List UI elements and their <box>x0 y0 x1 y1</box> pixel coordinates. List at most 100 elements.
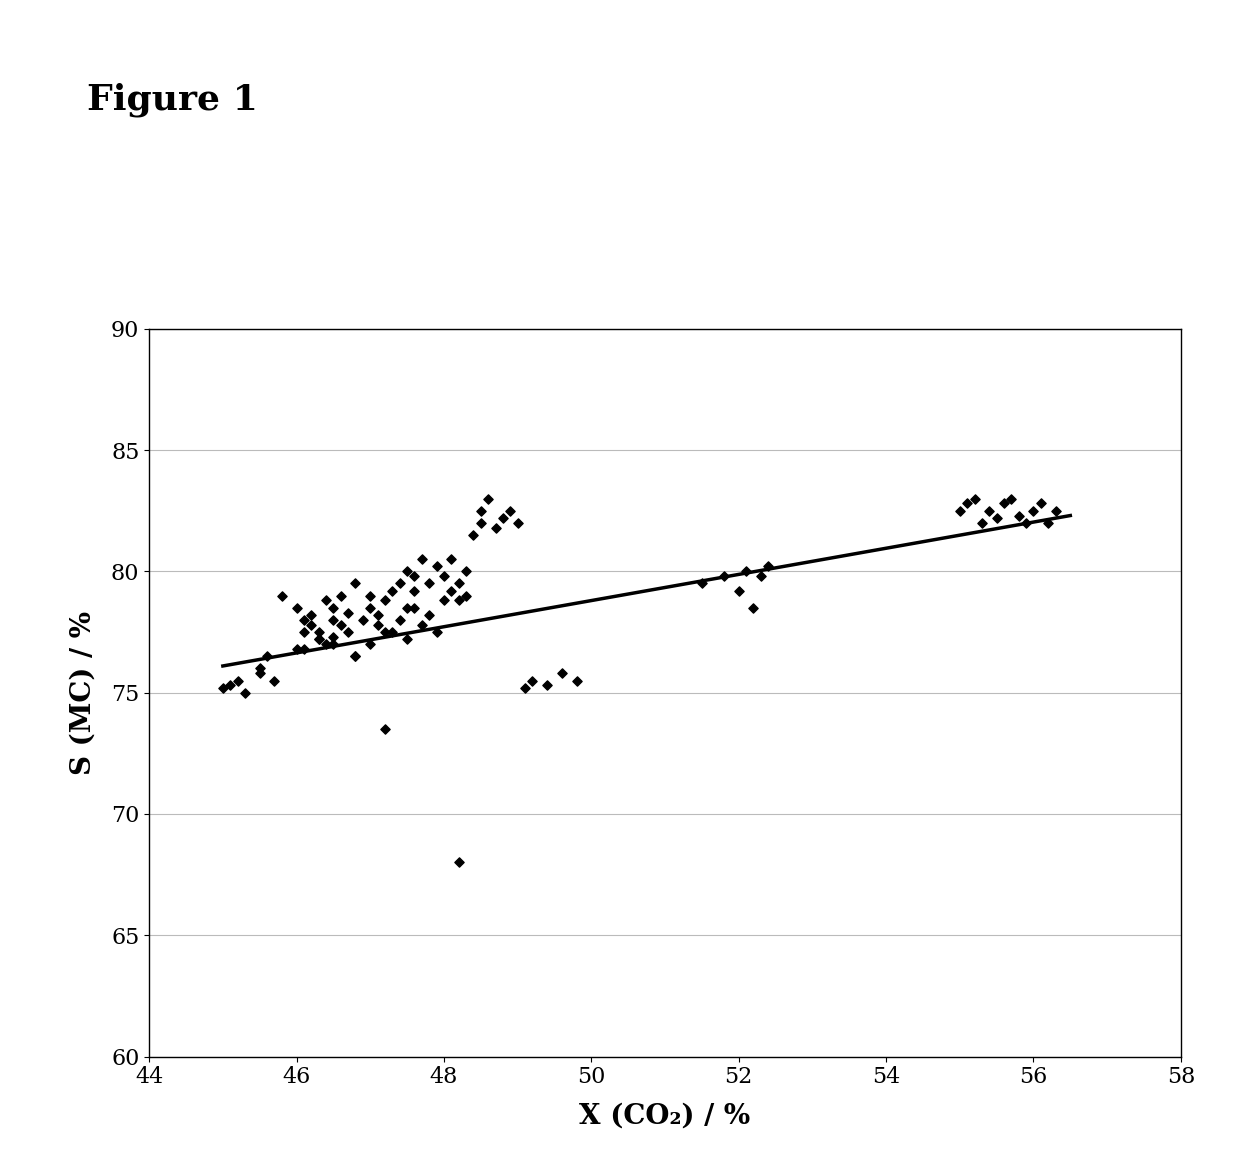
Point <box>411 549 431 568</box>
Point <box>265 672 285 690</box>
Point <box>736 562 756 581</box>
Point <box>419 606 439 625</box>
Point <box>434 591 454 609</box>
Point <box>758 558 778 576</box>
Point <box>1023 501 1043 520</box>
Point <box>368 615 388 634</box>
Point <box>471 513 491 532</box>
Point <box>316 635 336 654</box>
Point <box>383 622 403 641</box>
Point <box>434 567 454 586</box>
Point <box>397 630 416 649</box>
Point <box>1030 494 1050 513</box>
Point <box>471 501 491 520</box>
Point <box>390 574 410 593</box>
Point <box>441 549 461 568</box>
Point <box>1016 513 1035 532</box>
Point <box>360 599 380 618</box>
Point <box>375 591 395 609</box>
Point <box>449 574 469 593</box>
Point <box>287 640 307 659</box>
Point <box>323 610 343 629</box>
Point <box>950 501 970 520</box>
Point <box>979 501 999 520</box>
Point <box>426 558 446 576</box>
X-axis label: X (CO₂) / %: X (CO₂) / % <box>579 1102 751 1129</box>
Point <box>552 663 572 682</box>
Point <box>1002 490 1022 508</box>
Point <box>411 615 431 634</box>
Point <box>987 508 1007 527</box>
Point <box>227 672 247 690</box>
Point <box>250 663 270 682</box>
Point <box>404 567 424 586</box>
Point <box>743 599 763 618</box>
Point <box>493 508 513 527</box>
Point <box>323 627 343 646</box>
Point <box>537 676 557 695</box>
Point <box>346 647 365 666</box>
Point <box>293 610 313 629</box>
Point <box>1009 506 1029 525</box>
Point <box>486 518 506 537</box>
Point <box>301 615 321 634</box>
Point <box>507 513 527 532</box>
Point <box>522 672 542 690</box>
Point <box>456 562 476 581</box>
Point <box>972 513 992 532</box>
Point <box>346 574 365 593</box>
Point <box>257 647 277 666</box>
Point <box>404 599 424 618</box>
Point <box>375 622 395 641</box>
Point <box>692 574 712 593</box>
Point <box>1045 501 1065 520</box>
Point <box>449 853 469 872</box>
Point <box>360 635 380 654</box>
Point <box>441 581 461 600</box>
Point <box>397 562 416 581</box>
Point <box>338 603 358 622</box>
Point <box>308 630 328 649</box>
Point <box>728 581 748 600</box>
Point <box>404 581 424 600</box>
Point <box>338 622 358 641</box>
Point <box>751 567 771 586</box>
Point <box>390 610 410 629</box>
Point <box>250 659 270 677</box>
Point <box>331 615 351 634</box>
Point <box>464 526 484 545</box>
Point <box>479 490 498 508</box>
Point <box>515 679 534 697</box>
Point <box>1038 513 1058 532</box>
Text: Figure 1: Figure 1 <box>87 82 257 116</box>
Point <box>235 683 255 702</box>
Y-axis label: S (MC) / %: S (MC) / % <box>70 610 97 775</box>
Point <box>360 586 380 605</box>
Point <box>293 622 313 641</box>
Point <box>353 610 373 629</box>
Point <box>331 586 351 605</box>
Point <box>456 586 476 605</box>
Point <box>419 574 439 593</box>
Point <box>375 720 395 738</box>
Point <box>449 591 469 609</box>
Point <box>383 581 403 600</box>
Point <box>220 676 240 695</box>
Point <box>965 490 984 508</box>
Point <box>293 640 313 659</box>
Point <box>308 622 328 641</box>
Point <box>567 672 587 690</box>
Point <box>301 606 321 625</box>
Point <box>957 494 977 513</box>
Point <box>426 622 446 641</box>
Point <box>368 606 388 625</box>
Point <box>272 586 292 605</box>
Point <box>287 599 307 618</box>
Point <box>994 494 1014 513</box>
Point <box>323 635 343 654</box>
Point <box>500 501 520 520</box>
Point <box>308 630 328 649</box>
Point <box>713 567 733 586</box>
Point <box>323 599 343 618</box>
Point <box>346 647 365 666</box>
